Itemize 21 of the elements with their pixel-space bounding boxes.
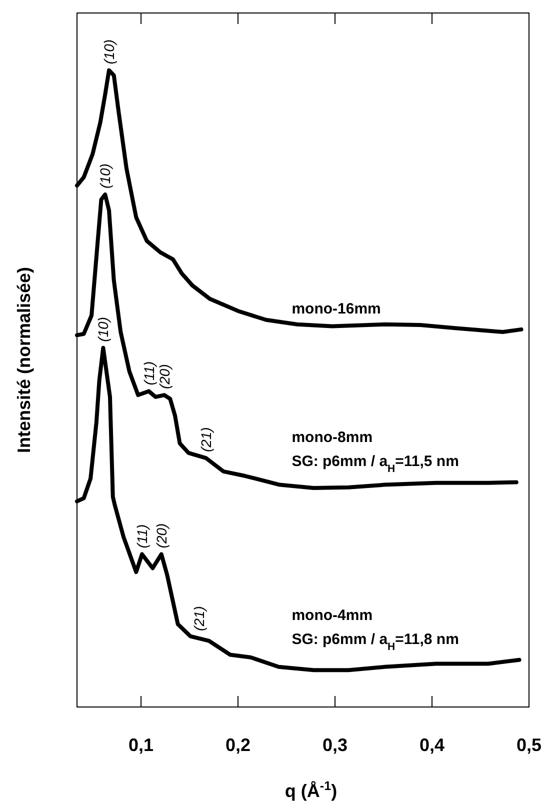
annotation: (21) (198, 427, 214, 452)
x-tick-label: 0,2 (225, 735, 251, 755)
annotation: (20) (156, 364, 172, 390)
series-label: mono-16mm (292, 300, 381, 318)
x-axis-title: q (Å$^{-1}$) (284, 779, 338, 801)
annotation: (10) (95, 316, 112, 342)
annotation: (21) (191, 606, 208, 631)
x-tick-label: 0,5 (516, 735, 542, 755)
annotation: (11) (134, 524, 150, 548)
annotation: (11) (140, 361, 157, 386)
x-tick-label: 0,1 (128, 735, 154, 755)
text: mono-8mm (292, 429, 373, 446)
annotation: SG: p6mm / a$_{H}$=11,8 nm (292, 630, 459, 653)
annotation: (20) (153, 523, 170, 548)
x-tick-label: 0,3 (322, 735, 348, 755)
y-axis-title: Intensité (normalisée) (14, 266, 34, 454)
annotation: (10) (101, 39, 118, 64)
x-tick-label: 0,4 (419, 735, 445, 755)
annotation: (10) (97, 164, 114, 188)
annotation: SG: p6mm / a$_{H}$=11,5 nm (292, 453, 459, 476)
text: mono-4mm (292, 606, 373, 624)
